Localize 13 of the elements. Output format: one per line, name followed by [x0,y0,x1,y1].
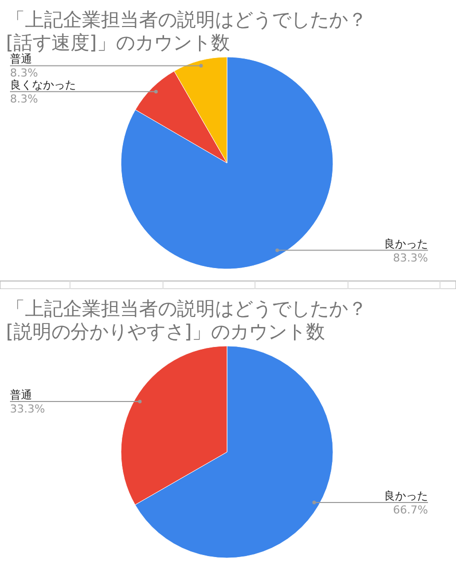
slice-label: 良かった [384,489,428,502]
pie-slice [120,56,334,270]
slice-label: 良かった [384,237,428,250]
slice-label: 普通 [10,52,32,66]
data-label: 83.3% [393,251,428,264]
slice-label: 普通 [10,388,32,402]
chart-title: 「上記企業担当者の説明はどうでしたか？ [話す速度]」のカウント数 [6,9,367,54]
chart-title: 「上記企業担当者の説明はどうでしたか？ [説明の分かりやすさ]」のカウント数 [6,298,367,343]
data-label: 66.7% [393,503,428,516]
data-label: 8.3% [10,66,38,80]
slice-label: 良くなかった [10,78,76,92]
data-label: 33.3% [10,402,45,416]
data-label: 8.3% [10,92,38,106]
